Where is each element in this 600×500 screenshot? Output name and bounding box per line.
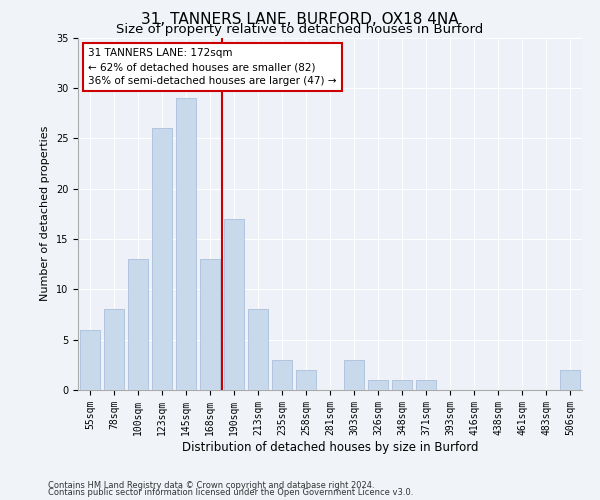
- Bar: [560, 370, 580, 390]
- Bar: [392, 380, 412, 390]
- Bar: [80, 330, 100, 390]
- Bar: [296, 370, 316, 390]
- Bar: [344, 360, 364, 390]
- Text: Contains HM Land Registry data © Crown copyright and database right 2024.: Contains HM Land Registry data © Crown c…: [48, 480, 374, 490]
- Bar: [416, 380, 436, 390]
- Text: 31, TANNERS LANE, BURFORD, OX18 4NA: 31, TANNERS LANE, BURFORD, OX18 4NA: [141, 12, 459, 28]
- Text: Contains public sector information licensed under the Open Government Licence v3: Contains public sector information licen…: [48, 488, 413, 497]
- Bar: [176, 98, 196, 390]
- Bar: [224, 219, 244, 390]
- Bar: [200, 259, 220, 390]
- Y-axis label: Number of detached properties: Number of detached properties: [40, 126, 50, 302]
- Text: Size of property relative to detached houses in Burford: Size of property relative to detached ho…: [116, 22, 484, 36]
- Bar: [104, 310, 124, 390]
- Bar: [152, 128, 172, 390]
- Bar: [272, 360, 292, 390]
- Bar: [368, 380, 388, 390]
- Bar: [248, 310, 268, 390]
- Bar: [128, 259, 148, 390]
- X-axis label: Distribution of detached houses by size in Burford: Distribution of detached houses by size …: [182, 440, 478, 454]
- Text: 31 TANNERS LANE: 172sqm
← 62% of detached houses are smaller (82)
36% of semi-de: 31 TANNERS LANE: 172sqm ← 62% of detache…: [88, 48, 337, 86]
